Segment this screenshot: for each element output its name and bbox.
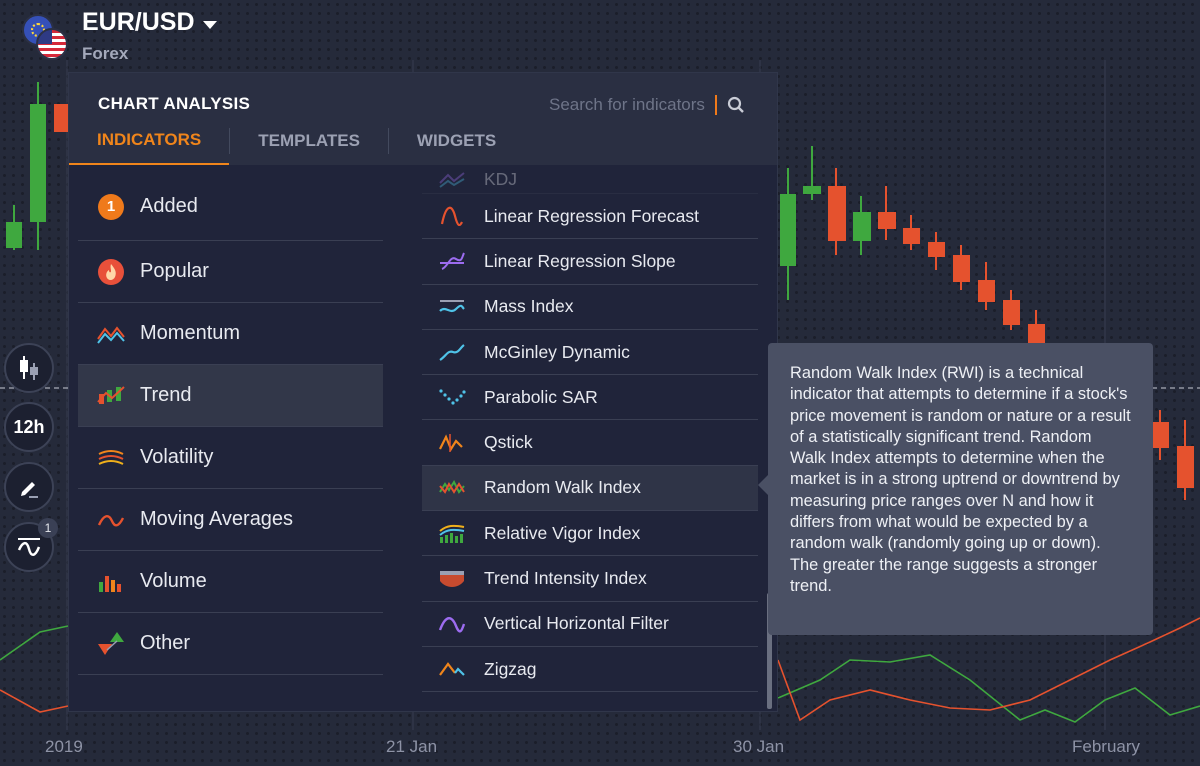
indicator-item-vertical-horizontal-filter[interactable]: Vertical Horizontal Filter bbox=[422, 602, 758, 647]
x-axis-label: February bbox=[1072, 737, 1141, 756]
chart-analysis-panel: CHART ANALYSIS INDICATORS TEMPLATES WIDG… bbox=[68, 72, 778, 712]
moving-averages-icon bbox=[96, 505, 126, 535]
indicator-label: Qstick bbox=[484, 432, 533, 453]
indicator-search bbox=[549, 93, 753, 117]
category-label: Added bbox=[140, 195, 198, 217]
category-popular[interactable]: Popular bbox=[78, 241, 383, 303]
category-list: 1 Added Popular Momentum Trend Volatil bbox=[78, 173, 383, 675]
tab-divider bbox=[229, 128, 231, 154]
trend-icon bbox=[96, 381, 126, 411]
indicator-label: Mass Index bbox=[484, 296, 574, 317]
indicator-item-mcginley-dynamic[interactable]: McGinley Dynamic bbox=[422, 330, 758, 376]
indicator-label: Linear Regression Forecast bbox=[484, 205, 699, 226]
trend-intensity-index-icon bbox=[440, 570, 464, 587]
fire-icon bbox=[96, 257, 126, 287]
category-moving-averages[interactable]: Moving Averages bbox=[78, 489, 383, 551]
category-momentum[interactable]: Momentum bbox=[78, 303, 383, 365]
vertical-horizontal-filter-icon bbox=[438, 616, 466, 633]
category-label: Volume bbox=[140, 570, 207, 592]
candlestick-icon bbox=[20, 356, 38, 380]
x-axis-label: 21 Jan bbox=[386, 737, 438, 756]
linear-regression-slope-icon bbox=[440, 252, 465, 271]
indicator-label: Zigzag bbox=[484, 658, 537, 679]
other-icon bbox=[96, 629, 126, 659]
indicator-label: Linear Regression Slope bbox=[484, 250, 676, 271]
indicator-label: Vertical Horizontal Filter bbox=[484, 613, 669, 634]
indicator-item-random-walk-index[interactable]: Random Walk Index bbox=[422, 465, 758, 512]
indicator-count-badge: 1 bbox=[38, 518, 58, 538]
indicator-wave-icon bbox=[17, 538, 41, 556]
indicator-lines bbox=[0, 617, 1200, 723]
category-label: Popular bbox=[140, 260, 209, 282]
mcginley-dynamic-icon bbox=[439, 344, 465, 361]
category-other[interactable]: Other bbox=[78, 613, 383, 675]
tab-templates[interactable]: TEMPLATES bbox=[258, 131, 360, 150]
indicator-item-kdj[interactable]: KDJ bbox=[422, 165, 758, 194]
volume-icon bbox=[96, 567, 126, 597]
indicator-label: McGinley Dynamic bbox=[484, 341, 630, 362]
search-icon[interactable] bbox=[727, 96, 745, 114]
indicator-item-linear-regression-forecast[interactable]: Linear Regression Forecast bbox=[422, 194, 758, 240]
indicator-list-scrollbar[interactable] bbox=[767, 593, 772, 709]
category-label: Volatility bbox=[140, 446, 214, 468]
category-label: Momentum bbox=[140, 322, 241, 344]
tab-divider bbox=[387, 128, 389, 154]
indicator-label: Relative Vigor Index bbox=[484, 522, 641, 543]
momentum-icon bbox=[96, 319, 126, 349]
added-count-badge: 1 bbox=[98, 193, 124, 220]
indicator-item-linear-regression-slope[interactable]: Linear Regression Slope bbox=[422, 239, 758, 285]
mass-index-icon bbox=[439, 299, 465, 312]
asset-type: Forex bbox=[82, 44, 129, 63]
timeframe-label: 12h bbox=[13, 416, 45, 437]
us-flag-icon bbox=[36, 28, 68, 60]
panel-title: CHART ANALYSIS bbox=[98, 94, 251, 113]
asset-name: EUR/USD bbox=[82, 8, 195, 36]
right-candles bbox=[780, 146, 1194, 500]
kdj-icon bbox=[439, 172, 465, 188]
category-added[interactable]: 1 Added bbox=[78, 173, 383, 241]
random-walk-index-icon bbox=[439, 479, 465, 494]
indicator-item-relative-vigor-index[interactable]: Relative Vigor Index bbox=[422, 511, 758, 557]
category-label: Trend bbox=[140, 384, 192, 406]
indicator-description-tooltip: Random Walk Index (RWI) is a technical i… bbox=[758, 343, 1153, 635]
tab-widgets[interactable]: WIDGETS bbox=[416, 131, 497, 150]
timeframe-button[interactable]: 12h bbox=[4, 402, 54, 452]
indicators-button[interactable]: 1 bbox=[4, 518, 58, 572]
zigzag-icon bbox=[439, 662, 465, 676]
category-label: Moving Averages bbox=[140, 508, 294, 530]
qstick-icon bbox=[439, 433, 463, 452]
indicator-label: Random Walk Index bbox=[484, 477, 641, 498]
currency-pair-flags bbox=[22, 14, 70, 62]
category-label: Other bbox=[140, 632, 191, 654]
indicator-item-parabolic-sar[interactable]: Parabolic SAR bbox=[422, 375, 758, 421]
left-candles bbox=[6, 82, 68, 250]
x-axis-label: 2019 bbox=[45, 737, 83, 756]
indicator-label: Parabolic SAR bbox=[484, 386, 598, 407]
indicator-item-zigzag[interactable]: Zigzag bbox=[422, 647, 758, 693]
panel-header: CHART ANALYSIS INDICATORS TEMPLATES WIDG… bbox=[69, 73, 777, 165]
chevron-down-icon bbox=[202, 20, 217, 29]
indicator-item-trend-intensity-index[interactable]: Trend Intensity Index bbox=[422, 556, 758, 602]
panel-tabs: INDICATORS TEMPLATES WIDGETS bbox=[69, 117, 524, 165]
x-axis-label: 30 Jan bbox=[733, 737, 785, 756]
category-volatility[interactable]: Volatility bbox=[78, 427, 383, 489]
pencil-icon bbox=[21, 482, 38, 498]
category-volume[interactable]: Volume bbox=[78, 551, 383, 613]
indicator-item-qstick[interactable]: Qstick bbox=[422, 420, 758, 466]
indicator-item-mass-index[interactable]: Mass Index bbox=[422, 285, 758, 330]
tab-indicators[interactable]: INDICATORS bbox=[69, 117, 230, 165]
tooltip-text: Random Walk Index (RWI) is a technical i… bbox=[790, 364, 1131, 595]
asset-selector[interactable]: EUR/USD bbox=[82, 8, 217, 37]
volatility-icon bbox=[96, 443, 126, 473]
category-trend[interactable]: Trend bbox=[78, 365, 383, 427]
drawing-tools-button[interactable] bbox=[4, 462, 54, 512]
chart-type-button[interactable] bbox=[4, 343, 54, 393]
indicator-label: KDJ bbox=[484, 168, 518, 189]
relative-vigor-index-icon bbox=[439, 525, 465, 544]
linear-regression-forecast-icon bbox=[440, 207, 463, 227]
indicator-label: Trend Intensity Index bbox=[484, 568, 647, 589]
indicator-list: KDJ Linear Regression Forecast Linear Re… bbox=[422, 165, 758, 713]
parabolic-sar-icon bbox=[439, 389, 466, 405]
search-input[interactable] bbox=[549, 95, 717, 115]
